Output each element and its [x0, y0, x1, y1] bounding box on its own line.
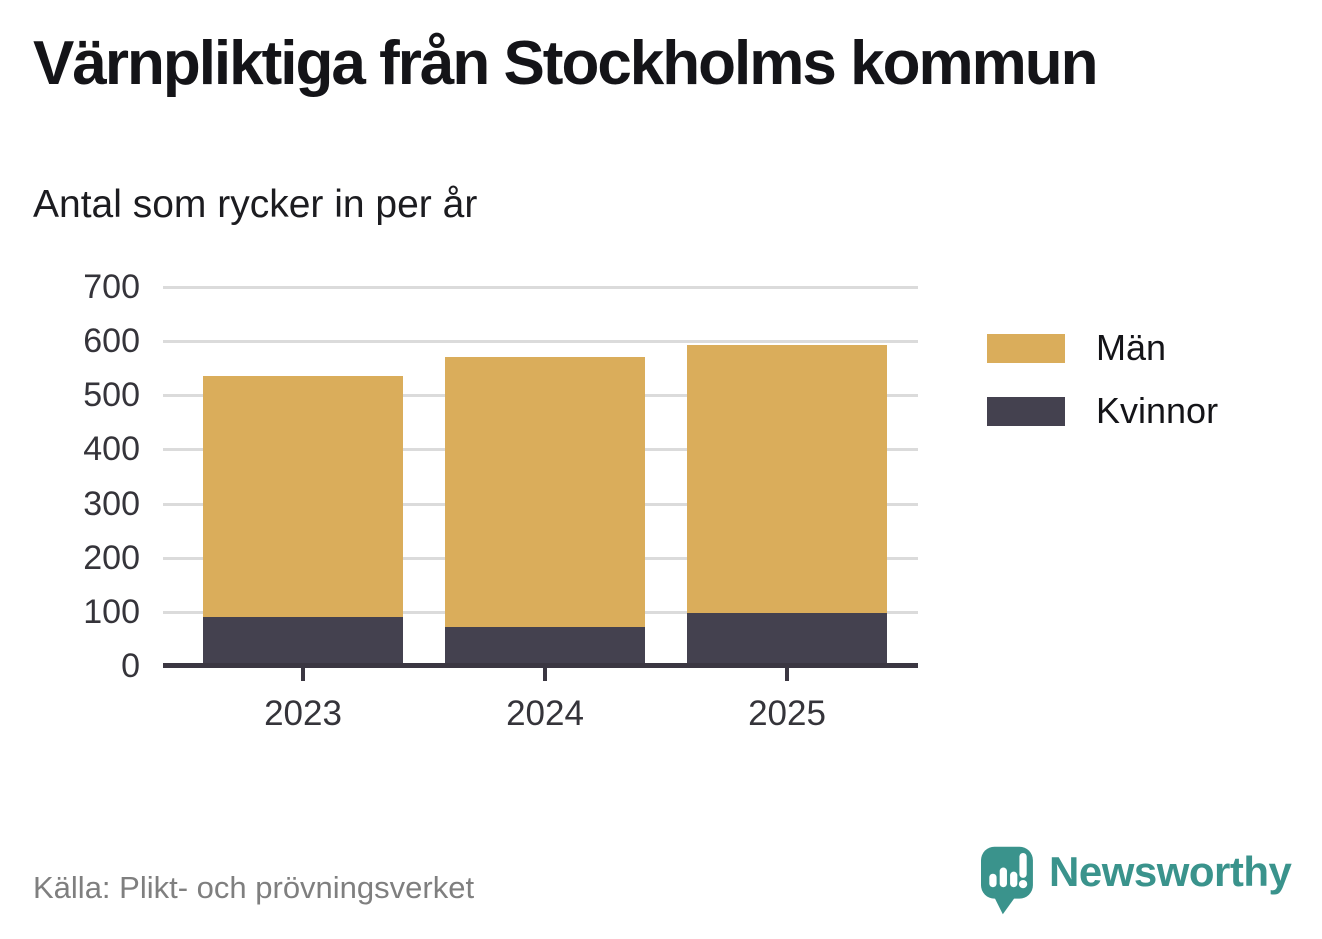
legend-item-kvinnor: Kvinnor — [987, 393, 1218, 429]
bar-2025-kvinnor — [687, 613, 887, 666]
y-axis-label-0: 0 — [121, 647, 140, 685]
x-axis-line — [163, 663, 918, 668]
legend-swatch-män — [987, 333, 1065, 363]
x-axis-label-2023: 2023 — [264, 694, 342, 733]
bar-2025-män — [687, 345, 887, 614]
newsworthy-logo-icon — [981, 846, 1033, 915]
legend-item-män: Män — [987, 330, 1218, 366]
x-axis-tick-2024 — [543, 668, 547, 681]
y-axis-label-500: 500 — [83, 376, 140, 415]
gridline-600 — [163, 340, 918, 344]
gridline-700 — [163, 286, 918, 289]
bar-2024-kvinnor — [445, 627, 645, 666]
source-note: Källa: Plikt- och prövningsverket — [33, 870, 475, 905]
chart-legend: Män Kvinnor — [987, 330, 1218, 429]
x-axis-label-2024: 2024 — [506, 694, 584, 733]
legend-swatch-kvinnor — [987, 396, 1065, 426]
brand-name: Newsworthy — [1049, 848, 1292, 895]
bar-2024-män — [445, 357, 645, 627]
page-title: Värnpliktiga från Stockholms kommun — [33, 29, 1098, 98]
y-axis-label-100: 100 — [83, 592, 140, 631]
brand-logo: Newsworthy — [981, 846, 1292, 916]
x-axis-tick-2023 — [301, 668, 305, 681]
y-axis-label-400: 400 — [83, 430, 140, 469]
y-axis-label-300: 300 — [83, 484, 140, 523]
legend-label-kvinnor: Kvinnor — [1096, 390, 1219, 431]
chart-subtitle: Antal som rycker in per år — [33, 183, 478, 226]
legend-label-män: Män — [1096, 327, 1167, 368]
y-axis-label-600: 600 — [83, 322, 140, 361]
bar-2023-män — [203, 376, 403, 618]
y-axis-label-700: 700 — [83, 268, 140, 306]
x-axis-label-2025: 2025 — [748, 694, 826, 733]
x-axis-tick-2025 — [785, 668, 789, 681]
bar-2023-kvinnor — [203, 617, 403, 666]
y-axis-label-200: 200 — [83, 538, 140, 577]
